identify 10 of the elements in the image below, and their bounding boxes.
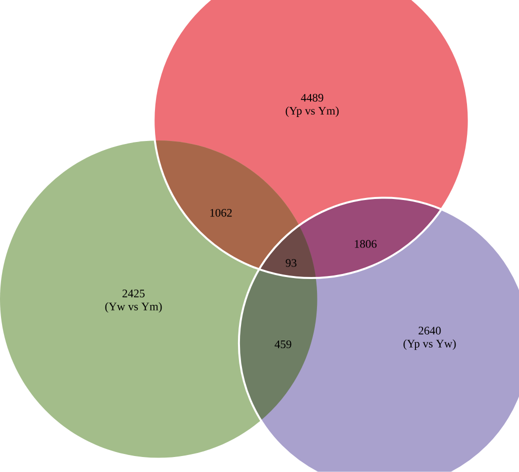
text: 93 (286, 259, 296, 267)
text: 1806 (354, 240, 377, 248)
category-label: (Yw vs Ym) (105, 302, 162, 313)
data-label: 2425 (122, 290, 145, 298)
text: 1062 (210, 209, 232, 217)
category-label: (Yp vs Ym) (286, 106, 339, 118)
category-label: (Yp vs Yw) (404, 340, 456, 350)
text: 459 (274, 340, 292, 348)
data-label: 4489 (300, 94, 324, 102)
data-label: 2640 (418, 326, 441, 335)
